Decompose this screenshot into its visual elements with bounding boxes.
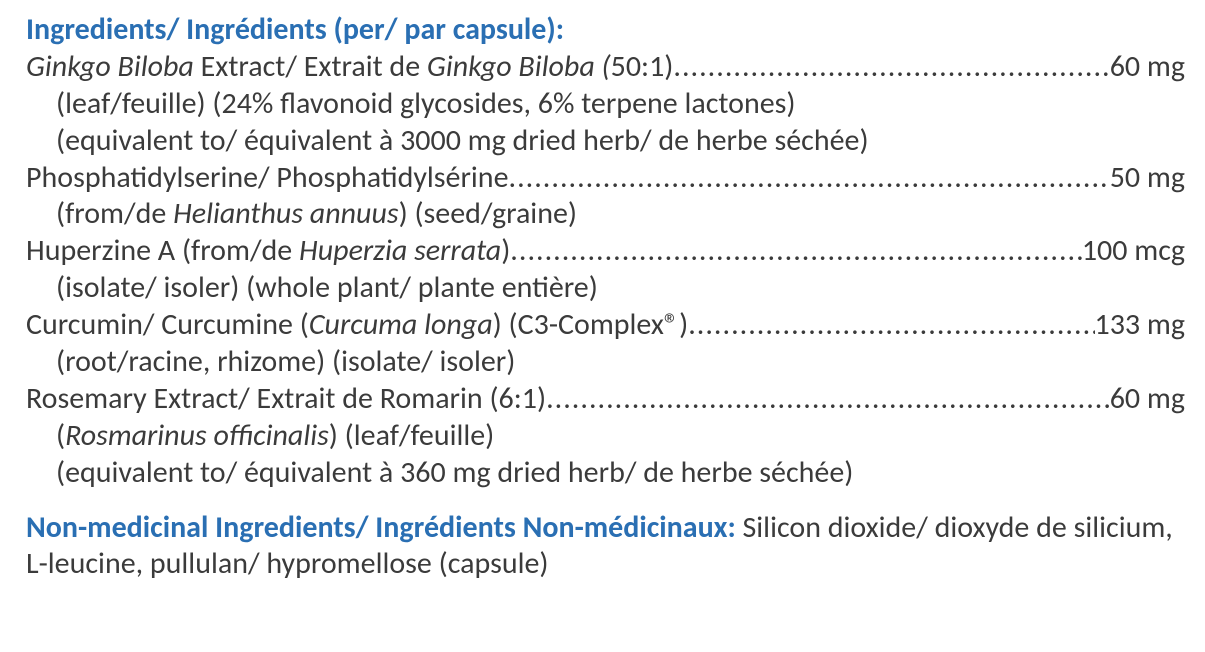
ingredient-subline-text: ( — [56, 417, 65, 454]
ingredient-subline: (isolate/ isoler) (whole plant/ plante e… — [26, 270, 1185, 307]
ingredient-name: Rosemary Extract/ Extrait de Romarin (6:… — [26, 381, 546, 418]
ingredient-name-italic: Curcuma longa — [309, 306, 493, 343]
ingredient-name-italic: Ginkgo Biloba ( — [427, 48, 611, 85]
ingredient-row: Phosphatidylserine/ Phosphatidylsérine .… — [26, 160, 1185, 197]
ingredient-name-text: ) (C3-Complex®) — [493, 306, 689, 343]
dot-leader: ........................................… — [673, 49, 1109, 86]
ingredient-name-italic: Huperzia serrata — [299, 232, 501, 269]
ingredient-subline: (Rosmarinus officinalis) (leaf/feuille) — [26, 418, 1185, 455]
non-medicinal-block: Non-medicinal Ingredients/ Ingrédients N… — [26, 510, 1185, 584]
ingredient-amount: 60 mg — [1110, 49, 1185, 86]
dot-leader: ........................................… — [688, 307, 1094, 344]
ingredient-subline: (root/racine, rhizome) (isolate/ isoler) — [26, 344, 1185, 381]
ingredient-subline-text: ) (seed/graine) — [399, 195, 577, 232]
ingredient-row: Rosemary Extract/ Extrait de Romarin (6:… — [26, 381, 1185, 418]
ingredient-amount: 133 mg — [1095, 307, 1185, 344]
ingredient-subline-italic: Rosmarinus officinalis — [65, 417, 329, 454]
ingredient-name-text: Curcumin/ Curcumine ( — [26, 306, 309, 343]
ingredient-name: Phosphatidylserine/ Phosphatidylsérine — [26, 160, 509, 197]
ingredient-subline: (from/de Helianthus annuus) (seed/graine… — [26, 196, 1185, 233]
ingredient-subline: (leaf/feuille) (24% flavonoid glycosides… — [26, 86, 1185, 123]
ingredient-amount: 100 mcg — [1082, 233, 1185, 270]
ingredient-name: Huperzine A (from/de Huperzia serrata) — [26, 233, 510, 270]
ingredient-subline-text: (from/de — [56, 195, 173, 232]
ingredient-amount: 50 mg — [1110, 160, 1185, 197]
ingredient-subline-text: ) (leaf/feuille) — [329, 417, 495, 454]
ingredient-name-text: ) — [501, 232, 510, 269]
ingredient-row: Ginkgo Biloba Extract/ Extrait de Ginkgo… — [26, 49, 1185, 86]
dot-leader: ........................................… — [509, 160, 1110, 197]
ingredient-name: Curcumin/ Curcumine (Curcuma longa) (C3-… — [26, 307, 688, 344]
ingredient-subline: (equivalent to/ équivalent à 360 mg drie… — [26, 455, 1185, 492]
ingredient-row: Huperzine A (from/de Huperzia serrata) .… — [26, 233, 1185, 270]
dot-leader: ........................................… — [510, 233, 1082, 270]
ingredient-name-text: 50:1) — [611, 48, 674, 85]
ingredient-subline: (equivalent to/ équivalent à 3000 mg dri… — [26, 123, 1185, 160]
ingredient-amount: 60 mg — [1110, 381, 1185, 418]
ingredient-name-text: Huperzine A (from/de — [26, 232, 299, 269]
ingredient-name-text: Extract/ Extrait de — [194, 48, 427, 85]
ingredient-name: Ginkgo Biloba Extract/ Extrait de Ginkgo… — [26, 49, 673, 86]
ingredient-name-italic: Ginkgo Biloba — [26, 48, 194, 85]
dot-leader: ........................................… — [546, 381, 1110, 418]
ingredient-row: Curcumin/ Curcumine (Curcuma longa) (C3-… — [26, 307, 1185, 344]
ingredients-heading: Ingredients/ Ingrédients (per/ par capsu… — [26, 12, 1185, 49]
non-medicinal-heading: Non-medicinal Ingredients/ Ingrédients N… — [26, 509, 743, 546]
ingredient-subline-italic: Helianthus annuus — [173, 195, 399, 232]
